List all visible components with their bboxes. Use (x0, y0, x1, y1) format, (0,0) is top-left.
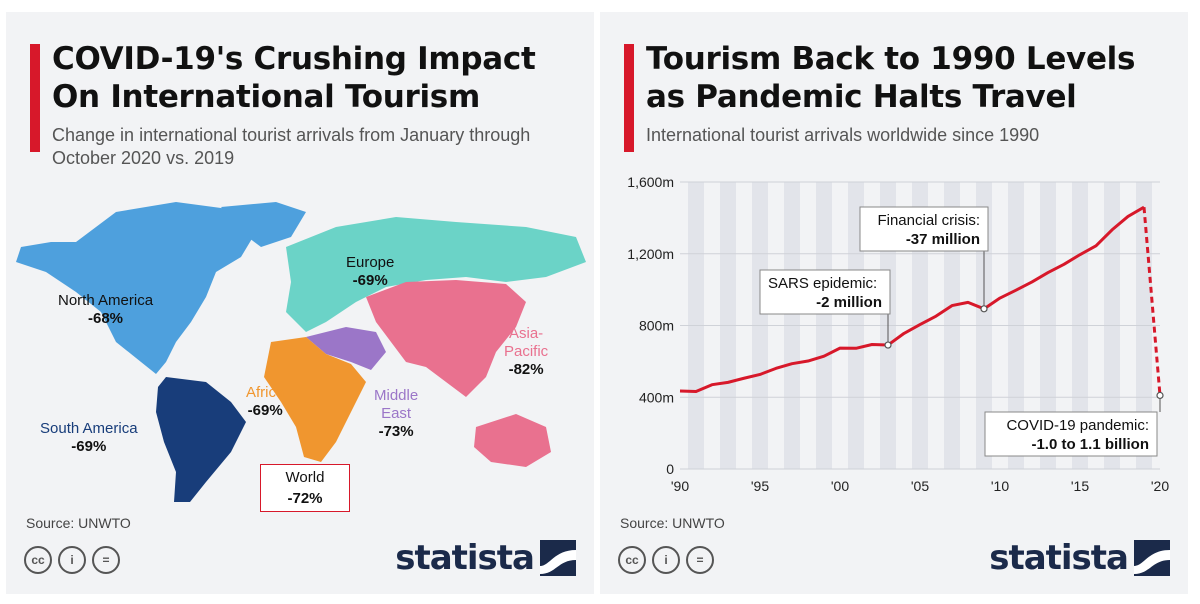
region-label: South America -69% (40, 420, 138, 456)
region-name: East (381, 405, 412, 422)
page-title: Tourism Back to 1990 Levels as Pandemic … (646, 41, 1136, 115)
cc-icon: cc (618, 546, 646, 574)
left-panel: COVID-19's Crushing Impact On Internatio… (6, 12, 594, 594)
x-tick-label: '95 (751, 478, 769, 494)
annotation-marker (980, 305, 988, 313)
y-tick-label: 0 (666, 461, 674, 477)
annotation-box (984, 411, 1158, 457)
region-asia-pacific (366, 280, 526, 397)
world-total-box: World -72% (260, 464, 350, 512)
annotation-title: SARS epidemic: (768, 275, 877, 292)
region-name: Middle (374, 387, 419, 404)
region-label: Europe -69% (346, 254, 394, 290)
region-label: Middle East -73% (374, 387, 418, 441)
brand-logo: statista (989, 538, 1170, 578)
region-europe (286, 217, 586, 332)
annotation-box (859, 206, 989, 252)
license-icons: cc i = (618, 546, 714, 574)
annotation-value: -37 million (906, 231, 980, 248)
annotation-box (759, 269, 891, 315)
cc-icon: cc (24, 546, 52, 574)
region-change: -73% (378, 423, 414, 440)
region-name: South America (40, 420, 138, 437)
region-change: -69% (71, 438, 107, 455)
region-middle-east (306, 327, 386, 370)
statista-logo-icon (1134, 540, 1170, 576)
region-label: Asia- Pacific -82% (504, 325, 548, 379)
region-name: North America (58, 292, 154, 309)
brand-name: statista (395, 538, 535, 578)
right-panel: Tourism Back to 1990 Levels as Pandemic … (600, 12, 1188, 594)
x-tick-label: '90 (671, 478, 689, 494)
annotation-marker (1156, 391, 1164, 400)
title-accent-bar (624, 44, 634, 152)
region-change: -82% (508, 361, 544, 378)
region-change: -69% (247, 402, 283, 419)
annotation-value: -1.0 to 1.1 billion (1031, 436, 1149, 453)
arrivals-line (679, 205, 1145, 394)
region-name: Asia- (509, 325, 544, 342)
y-tick-label: 400m (639, 389, 674, 405)
no-derivatives-icon: = (686, 546, 714, 574)
y-tick-label: 1,200m (627, 246, 674, 262)
region-greenland (221, 202, 306, 247)
source-note: Source: UNWTO (620, 515, 725, 531)
no-derivatives-icon: = (92, 546, 120, 574)
annotation-marker (884, 341, 892, 349)
region-north-america (16, 202, 256, 374)
title-accent-bar (30, 44, 40, 152)
region-south-america (156, 377, 246, 502)
world-label: World (285, 469, 325, 486)
y-tick-label: 1,600m (627, 174, 674, 190)
page-title: COVID-19's Crushing Impact On Internatio… (52, 41, 536, 115)
x-tick-label: '15 (1071, 478, 1089, 494)
annotation-value: -2 million (816, 294, 882, 311)
source-note: Source: UNWTO (26, 515, 131, 531)
arrivals-line-chart: 0 400m 800m 1,200m 1,600m '90 '95 '00 '05 '10 '15… (627, 174, 1169, 494)
region-change: -69% (352, 272, 388, 289)
brand-logo: statista (395, 538, 576, 578)
page-subtitle: Change in international tourist arrivals… (52, 125, 531, 168)
region-africa (264, 337, 366, 462)
x-tick-label: '05 (911, 478, 929, 494)
covid-drop-line (1142, 206, 1162, 396)
region-australia (474, 414, 551, 467)
world-map (16, 202, 586, 502)
attribution-icon: i (652, 546, 680, 574)
region-change: -68% (88, 310, 124, 327)
y-tick-label: 800m (639, 318, 674, 334)
region-label: North America -68% (58, 292, 153, 328)
world-change: -72% (287, 490, 323, 507)
page-subtitle: International tourist arrivals worldwide… (646, 125, 1040, 145)
annotation-title: Financial crisis: (877, 212, 980, 229)
license-icons: cc i = (24, 546, 120, 574)
brand-name: statista (989, 538, 1129, 578)
region-name: Africa (246, 384, 285, 401)
region-label: Africa -69% (246, 384, 284, 420)
x-tick-label: '10 (991, 478, 1009, 494)
statista-logo-icon (540, 540, 576, 576)
x-tick-label: '20 (1151, 478, 1169, 494)
x-tick-label: '00 (831, 478, 849, 494)
attribution-icon: i (58, 546, 86, 574)
annotation-title: COVID-19 pandemic: (1006, 417, 1149, 434)
region-name: Pacific (504, 343, 549, 360)
region-name: Europe (346, 254, 395, 271)
